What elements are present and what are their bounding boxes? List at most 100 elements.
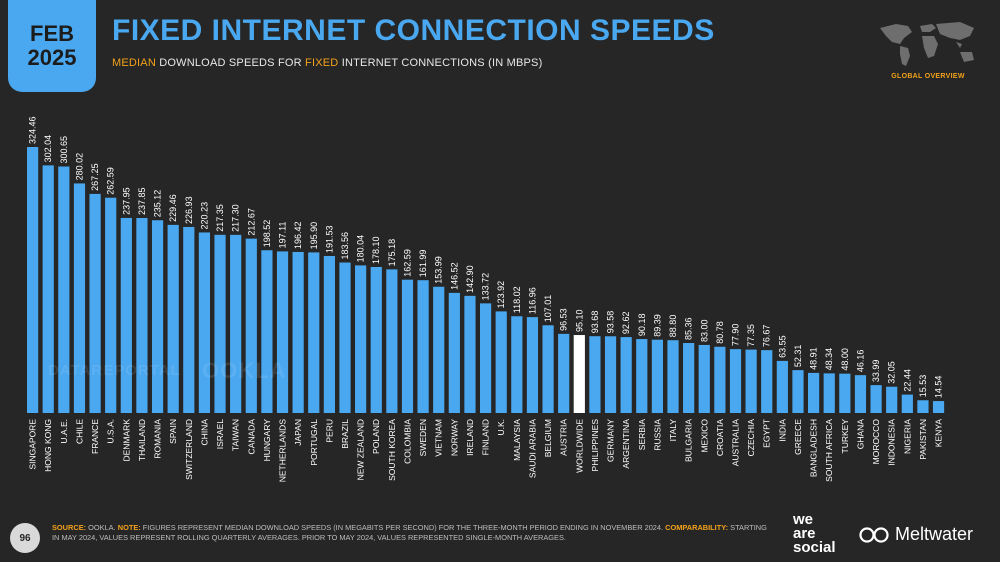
- value-label: 229.46: [168, 194, 178, 222]
- bar-hungary: [261, 250, 273, 413]
- bar-new-zealand: [355, 265, 367, 413]
- category-label: ROMANIA: [153, 419, 163, 459]
- value-label: 178.10: [371, 236, 381, 264]
- value-label: 96.53: [559, 308, 569, 331]
- category-label: HUNGARY: [262, 419, 272, 462]
- bar-switzerland: [183, 226, 195, 413]
- bar-sweden: [417, 280, 429, 413]
- category-label: SWEDEN: [418, 419, 428, 456]
- category-label: SWITZERLAND: [184, 419, 194, 480]
- category-label: U.A.E.: [59, 419, 69, 444]
- page-subtitle: MEDIAN DOWNLOAD SPEEDS FOR FIXED INTERNE…: [112, 57, 542, 69]
- bar-poland: [370, 266, 382, 413]
- value-label: 116.96: [527, 287, 537, 314]
- value-label: 180.04: [356, 235, 366, 263]
- category-label: INDIA: [777, 419, 787, 442]
- category-label: CROATIA: [715, 419, 725, 456]
- category-label: CHILE: [74, 419, 84, 444]
- bar-mexico: [698, 344, 710, 413]
- bar-morocco: [870, 385, 882, 413]
- value-label: 195.90: [309, 222, 319, 250]
- category-label: FRANCE: [90, 419, 100, 454]
- category-label: VIETNAM: [434, 419, 444, 457]
- category-label: AUSTRALIA: [731, 419, 741, 467]
- value-label: 153.99: [434, 256, 444, 284]
- bar-u-s-a: [105, 197, 117, 413]
- value-label: 196.42: [293, 221, 303, 249]
- bar-argentina: [620, 337, 632, 413]
- bar-romania: [151, 220, 164, 413]
- bar-china: [198, 232, 211, 413]
- comparability-label: COMPARABILITY:: [665, 523, 729, 532]
- subtitle-text-2: INTERNET CONNECTIONS (IN MBPS): [338, 57, 543, 69]
- watermark-datareportal: DATAREPORTAL: [48, 362, 181, 379]
- category-label: ISRAEL: [215, 419, 225, 450]
- value-label: 89.39: [652, 314, 662, 337]
- category-label: SAUDI ARABIA: [527, 419, 537, 478]
- category-label: PERU: [324, 419, 334, 443]
- value-label: 217.30: [231, 204, 241, 232]
- value-label: 237.85: [137, 187, 147, 215]
- value-label: 235.12: [153, 190, 163, 218]
- bar-israel: [214, 234, 226, 413]
- value-label: 133.72: [481, 273, 491, 301]
- category-label: DENMARK: [121, 419, 131, 462]
- bar-turkey: [839, 373, 851, 413]
- bar-croatia: [714, 346, 726, 413]
- bar-brazil: [339, 262, 351, 413]
- value-label: 123.92: [496, 281, 506, 309]
- subtitle-highlight-median: MEDIAN: [112, 57, 156, 69]
- category-label: BULGARIA: [684, 419, 694, 462]
- we-are-social-logo: we are social: [793, 511, 836, 556]
- value-label: 22.44: [902, 369, 912, 392]
- bar-indonesia: [886, 386, 898, 413]
- category-label: U.S.A.: [106, 419, 116, 444]
- category-label: POLAND: [371, 419, 381, 454]
- bar-south-africa: [823, 373, 835, 413]
- category-label: EGYPT: [762, 419, 772, 448]
- bar-south-korea: [386, 269, 398, 413]
- category-label: BELGIUM: [543, 419, 553, 457]
- value-label: 220.23: [199, 202, 209, 230]
- bar-peru: [323, 255, 335, 413]
- world-map-icon: [874, 18, 982, 70]
- value-label: 46.16: [855, 350, 865, 373]
- category-label: MALAYSIA: [512, 419, 522, 461]
- bar-australia: [729, 349, 742, 413]
- value-label: 217.35: [215, 204, 225, 232]
- subtitle-text-1: DOWNLOAD SPEEDS FOR: [155, 57, 306, 69]
- bar-worldwide: [573, 335, 585, 413]
- value-label: 63.55: [777, 335, 787, 358]
- bar-japan: [292, 251, 304, 413]
- category-label: FINLAND: [481, 419, 491, 455]
- bar-spain: [167, 224, 179, 413]
- value-label: 142.90: [465, 265, 475, 293]
- bar-portugal: [308, 252, 320, 413]
- bar-finland: [479, 303, 492, 413]
- source-label: SOURCE:: [52, 523, 87, 532]
- category-label: THAILAND: [137, 419, 147, 461]
- bar-pakistan: [917, 400, 929, 413]
- bar-france: [89, 193, 101, 413]
- category-label: RUSSIA: [652, 419, 662, 451]
- value-label: 32.05: [887, 361, 897, 384]
- category-label: JAPAN: [293, 419, 303, 446]
- bar-italy: [667, 340, 679, 413]
- category-label: ITALY: [668, 419, 678, 442]
- bar-chart: 324.46 SINGAPORE 302.04 HONG KONG 300.65 U.A.…: [27, 116, 945, 482]
- value-label: 267.25: [90, 163, 100, 191]
- value-label: 33.99: [871, 360, 881, 383]
- value-label: 88.80: [668, 315, 678, 338]
- value-label: 48.91: [809, 347, 819, 370]
- bar-denmark: [120, 217, 132, 413]
- category-label: CHINA: [199, 419, 209, 446]
- bar-serbia: [636, 339, 648, 413]
- footnote: SOURCE: OOKLA. NOTE: FIGURES REPRESENT M…: [52, 523, 772, 543]
- value-label: 77.90: [731, 324, 741, 347]
- category-label: GREECE: [793, 419, 803, 455]
- value-label: 175.18: [387, 239, 397, 267]
- bar-belgium: [542, 325, 554, 413]
- category-label: SOUTH KOREA: [387, 419, 397, 481]
- category-label: GERMANY: [606, 419, 616, 462]
